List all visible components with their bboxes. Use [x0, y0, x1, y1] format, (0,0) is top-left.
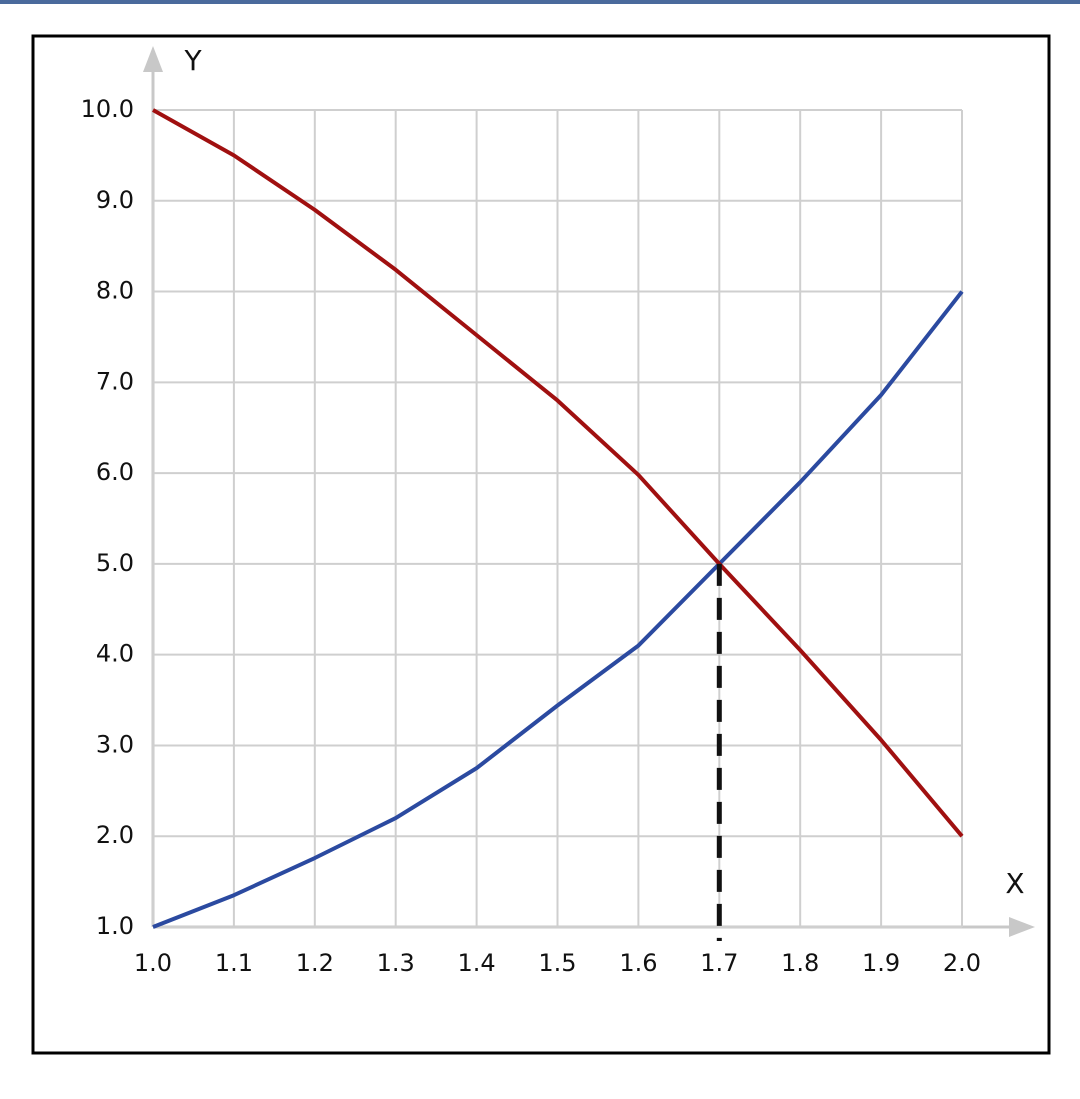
x-tick-label: 1.1 [215, 949, 253, 977]
frame [31, 34, 1051, 1055]
y-tick-label: 7.0 [96, 367, 134, 395]
y-tick-label: 1.0 [96, 912, 134, 940]
y-tick-label: 4.0 [96, 640, 134, 668]
x-tick-label: 1.2 [296, 949, 334, 977]
x-axis-label: X [1005, 867, 1024, 900]
y-tick-label: 9.0 [96, 186, 134, 214]
y-axis-label: Y [183, 44, 202, 77]
x-tick-label: 1.5 [538, 949, 576, 977]
x-tick-label: 1.4 [458, 949, 496, 977]
y-tick-label: 5.0 [96, 549, 134, 577]
x-tick-label: 2.0 [943, 949, 981, 977]
y-tick-label: 8.0 [96, 277, 134, 305]
y-tick-label: 2.0 [96, 821, 134, 849]
top-bar [0, 0, 1080, 4]
x-arrow [1009, 917, 1035, 937]
y-tick-label: 3.0 [96, 730, 134, 758]
x-tick-label: 1.6 [619, 949, 657, 977]
x-tick-label: 1.7 [700, 949, 738, 977]
x-tick-label: 1.3 [377, 949, 415, 977]
series-line [152, 108, 964, 838]
x-tick-label: 1.0 [134, 949, 172, 977]
y-tick-label: 6.0 [96, 458, 134, 486]
y-arrow [143, 46, 163, 72]
x-tick-label: 1.9 [862, 949, 900, 977]
y-tick-label: 10.0 [81, 95, 134, 123]
x-tick-label: 1.8 [781, 949, 819, 977]
series-line [152, 290, 964, 929]
